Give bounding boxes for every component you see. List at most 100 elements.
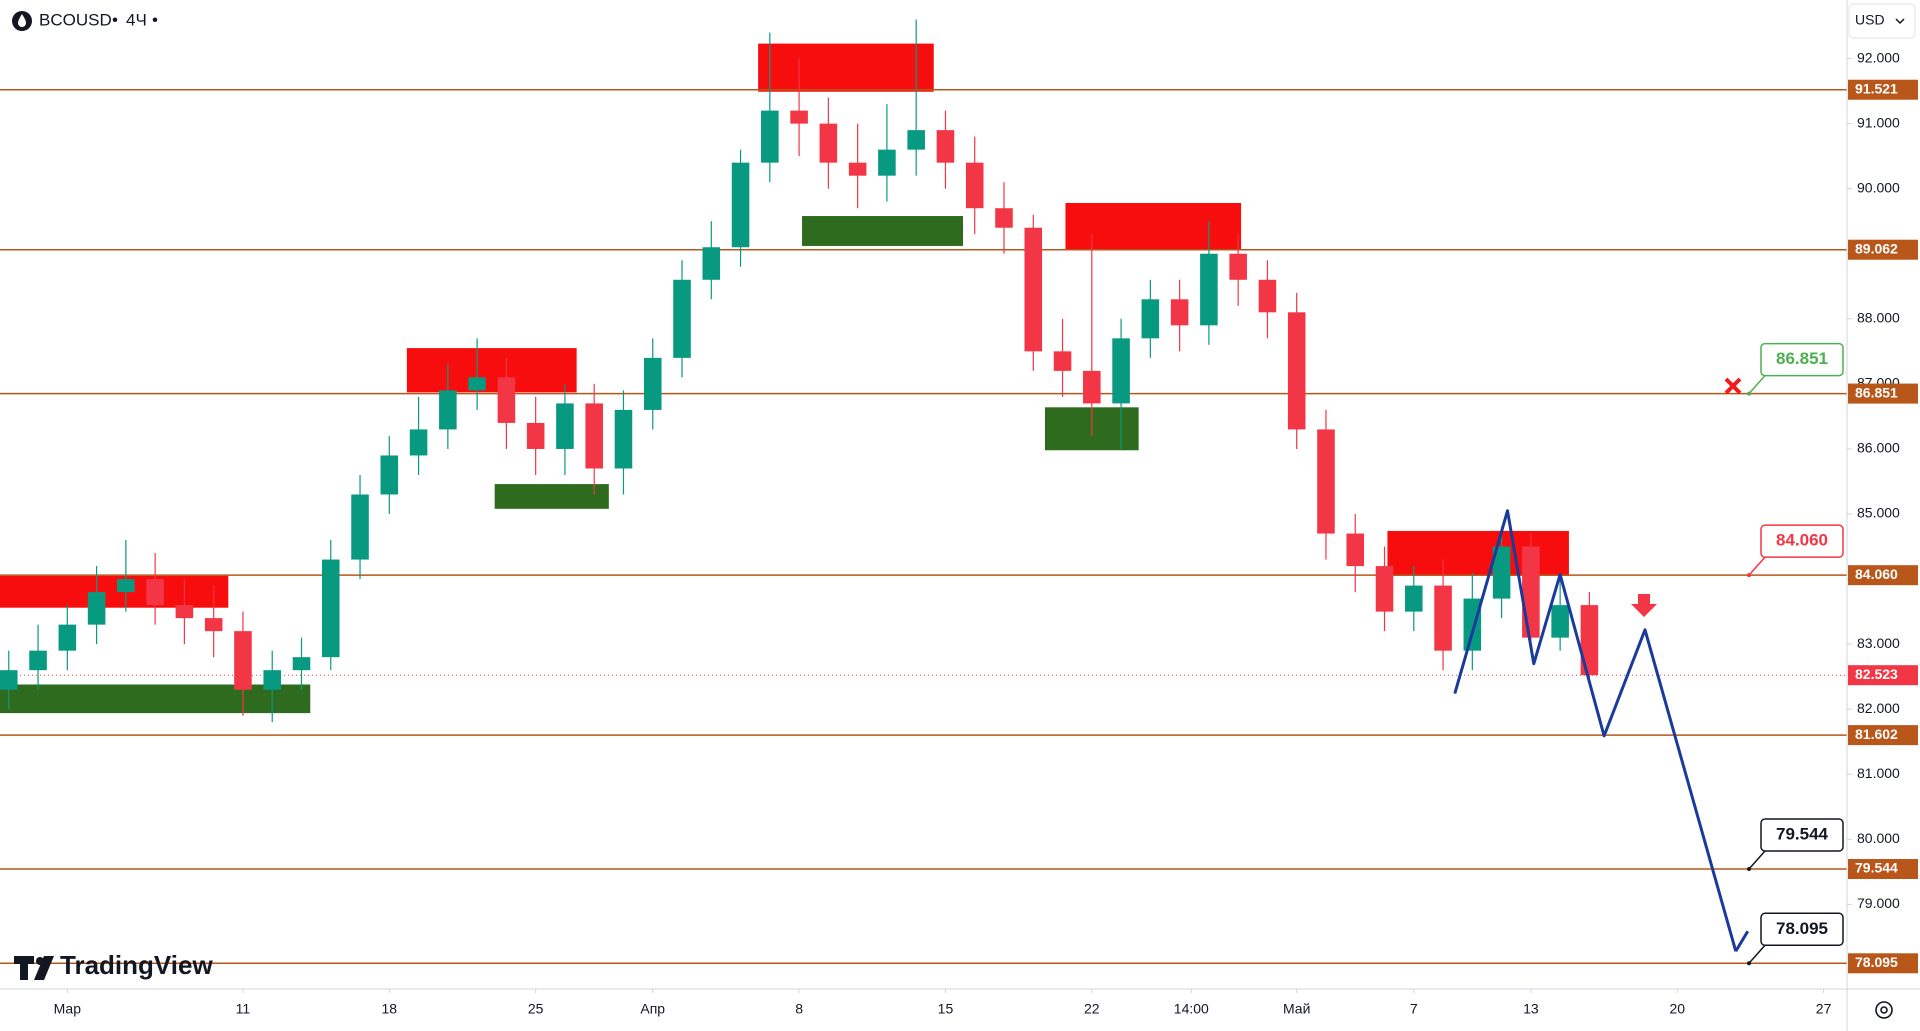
candle-body	[848, 162, 867, 176]
zone	[494, 484, 609, 509]
zone	[0, 575, 229, 608]
candle-body	[58, 624, 77, 651]
separator: •	[152, 10, 158, 29]
candle-body	[1229, 253, 1247, 280]
callout-label: 84.060	[1776, 531, 1828, 550]
y-tick-label: 85.000	[1857, 505, 1900, 521]
candle-body	[878, 149, 896, 176]
y-tick-label: 91.000	[1857, 114, 1900, 130]
candle-body	[1405, 585, 1423, 612]
candle-body	[1346, 533, 1365, 567]
candle-body	[965, 162, 984, 209]
x-tick-label: 15	[938, 1001, 954, 1017]
currency-chevron	[1895, 18, 1905, 25]
x-tick-label: Мар	[54, 1001, 82, 1017]
candle-body	[1580, 605, 1599, 676]
candle-body	[1522, 546, 1540, 638]
candle-body	[1141, 299, 1160, 339]
currency: USD	[1855, 12, 1885, 28]
candle-body	[1492, 546, 1511, 599]
candle-body	[1170, 299, 1189, 326]
level-price-label: 91.521	[1855, 80, 1898, 96]
settings-icon	[1875, 1001, 1893, 1019]
level-price-box	[1848, 953, 1918, 974]
x-tick-label: 20	[1669, 1001, 1685, 1017]
candle-body	[907, 130, 925, 150]
callout-pointer	[1748, 556, 1766, 576]
candle-body	[263, 670, 282, 690]
symbol-icon-drop	[18, 14, 26, 27]
currency-button[interactable]	[1848, 3, 1916, 39]
candle-body	[146, 579, 164, 606]
level-price-label: 89.062	[1855, 240, 1898, 256]
candle-body	[117, 579, 135, 593]
y-tick-label: 81.000	[1857, 765, 1900, 781]
callout-label: 86.851	[1776, 349, 1828, 368]
candle-body	[526, 422, 545, 449]
zone	[802, 216, 964, 246]
x-tick-label: 13	[1523, 1001, 1539, 1017]
candle-body	[0, 670, 18, 690]
level-price-box	[1848, 565, 1918, 586]
candle-body	[995, 208, 1013, 228]
level-price-label: 78.095	[1855, 954, 1898, 970]
x-tick-label: 27	[1816, 1001, 1832, 1017]
x-tick-label: 11	[236, 1001, 251, 1017]
candle-body	[351, 494, 369, 560]
candle-body	[380, 455, 399, 495]
callout-box	[1760, 524, 1844, 558]
projection-path	[1453, 509, 1738, 952]
candle-body	[673, 279, 691, 358]
zone	[0, 684, 311, 714]
zone	[1065, 203, 1242, 251]
callout-pointer	[1748, 850, 1766, 870]
x-tick-label: Май	[1283, 1001, 1310, 1017]
logo: TradingView	[14, 950, 213, 980]
interval[interactable]: 4Ч	[126, 10, 147, 29]
candle-body	[936, 130, 955, 163]
projection-arrow	[1734, 930, 1750, 953]
callout-box	[1760, 342, 1844, 377]
candle-body	[1287, 312, 1306, 430]
level-price-box	[1848, 859, 1918, 880]
candle-body	[761, 110, 779, 163]
y-tick-label: 82.000	[1857, 700, 1900, 716]
candle-body	[614, 409, 633, 469]
y-tick-label: 83.000	[1857, 635, 1900, 651]
level-price-box	[1848, 239, 1918, 260]
candle-body	[1053, 351, 1072, 371]
callout-pointer	[1748, 375, 1766, 395]
candle-body	[790, 110, 808, 124]
candle-body	[1551, 605, 1569, 638]
logo-slash	[34, 956, 54, 980]
candle-body	[1200, 253, 1218, 326]
zone	[758, 43, 934, 92]
candle-body	[1317, 429, 1335, 534]
candle-body	[1083, 370, 1101, 404]
separator: •	[112, 10, 118, 29]
settings-icon-center	[1880, 1006, 1888, 1014]
y-tick-label: 92.000	[1857, 49, 1900, 65]
candle-body	[819, 123, 838, 163]
candle-body	[731, 162, 750, 248]
x-tick-label: 22	[1084, 1001, 1100, 1017]
level-price-box	[1848, 725, 1918, 746]
level-price-box	[1848, 383, 1918, 404]
candle-body	[1463, 598, 1482, 651]
candle-body	[175, 605, 194, 619]
settings-button[interactable]	[1875, 1001, 1893, 1019]
x-tick-label: Апр	[640, 1001, 665, 1017]
callout-box	[1760, 818, 1844, 852]
x-tick-label: 25	[528, 1001, 544, 1017]
x-tick-label: 14:00	[1174, 1001, 1209, 1017]
candle-body	[234, 631, 252, 690]
symbol[interactable]: BCOUSD	[39, 10, 112, 29]
candle-body	[1258, 279, 1277, 313]
level-price-label: 79.544	[1855, 860, 1898, 876]
y-tick-label: 90.000	[1857, 179, 1900, 195]
current-price-box	[1848, 665, 1918, 686]
candle-body	[1434, 585, 1452, 651]
candle-body	[292, 657, 311, 671]
candle-body	[497, 377, 516, 423]
